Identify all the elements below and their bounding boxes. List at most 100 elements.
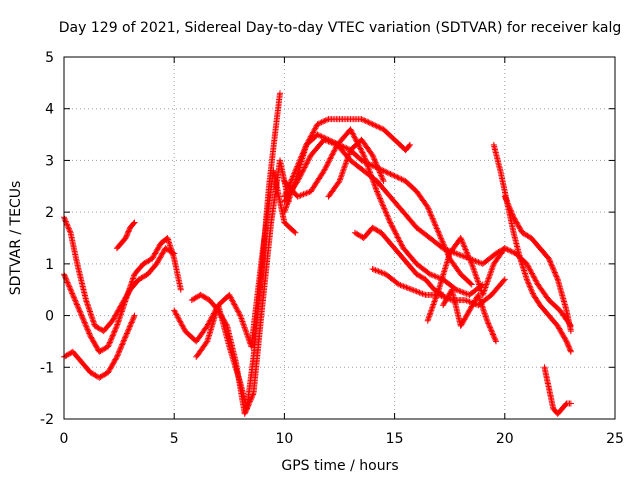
data-point [357,145,364,152]
x-tick-label: 10 [275,431,293,447]
data-point [80,316,87,323]
data-point [126,323,133,330]
data-point [431,219,438,226]
data-point [243,406,250,413]
data-point [130,314,137,320]
data-point [91,341,98,347]
data-point [302,163,309,170]
data-point [323,163,330,170]
data-point [424,204,431,210]
data-point [379,201,386,208]
data-point [122,295,128,302]
data-points [61,90,574,417]
data-point [153,247,160,254]
data-point [73,301,80,308]
data-point [169,249,176,256]
data-point [292,229,299,236]
data-point [131,219,138,226]
data-point [475,259,482,266]
data-point [300,149,307,156]
data-point [72,297,79,304]
data-point [347,126,354,133]
y-tick-labels: -2 -1 0 1 2 3 4 5 [40,50,54,428]
data-point [369,152,376,159]
data-point [380,178,387,185]
data-point [291,228,298,235]
y-tick-label: 1 [45,257,54,273]
data-point [111,359,117,366]
data-point [360,150,366,157]
data-point [398,176,405,183]
data-point [318,133,325,140]
data-point [375,165,382,172]
series-arc-7 [193,167,299,360]
data-point [290,173,296,180]
data-point [248,394,255,401]
data-point [397,175,404,182]
data-point [388,222,395,229]
data-point [236,311,243,318]
data-point [66,285,73,291]
data-point [403,284,410,291]
data-point [321,136,328,143]
data-point [78,311,84,318]
data-point [315,120,322,127]
data-point [390,226,397,233]
data-point [110,331,117,338]
data-point [386,218,393,225]
data-point [330,150,337,157]
data-point [105,369,112,376]
data-point [128,320,134,327]
series-arc-4 [113,219,138,252]
data-point [158,253,164,260]
y-axis-label: SDTVAR / TECUs [8,181,24,296]
data-point [291,170,298,177]
data-point [468,281,475,288]
data-point [361,117,368,124]
data-point [114,352,121,359]
data-point [358,116,365,123]
data-point [71,296,78,302]
data-point [435,228,442,235]
data-point [302,190,308,197]
data-point [107,338,114,345]
data-point [381,206,388,213]
data-point [324,116,331,123]
data-point [106,339,113,346]
data-point [293,166,299,173]
data-point [358,157,365,164]
data-point [341,163,348,170]
data-point [117,345,124,352]
data-point [299,168,306,175]
data-point [348,129,355,136]
data-point [121,336,128,342]
data-point [87,369,94,376]
data-point [115,351,122,358]
data-point [67,228,73,235]
data-point [125,327,132,334]
data-point [385,215,392,222]
data-point [394,234,401,241]
data-point [352,135,359,142]
data-point [129,318,136,325]
data-point [376,194,383,201]
data-point [441,245,448,252]
data-point [125,289,132,296]
data-point [467,280,474,287]
data-point [297,192,304,199]
data-point [425,205,432,212]
data-point [79,314,86,320]
data-point [315,132,322,139]
data-point [395,235,402,242]
data-point [306,155,313,161]
data-point [245,401,252,408]
data-point [239,320,246,326]
data-point [298,169,305,176]
series-arc-6 [188,157,292,417]
data-point [436,231,443,238]
data-point [85,327,92,334]
data-point [120,337,127,344]
data-point [364,162,371,169]
data-point [399,242,405,249]
